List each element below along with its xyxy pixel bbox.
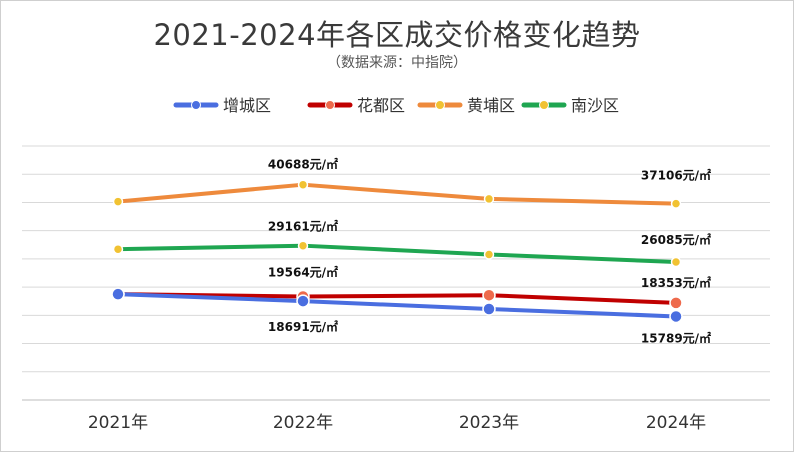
legend-marker — [539, 100, 549, 110]
data-label: 29161元/㎡ — [268, 219, 338, 234]
legend-marker — [435, 100, 445, 110]
data-point — [669, 309, 683, 324]
x-tick-label: 2021年 — [88, 413, 148, 433]
data-label: 37106元/㎡ — [641, 168, 711, 183]
legend-label-花都区: 花都区 — [357, 96, 405, 115]
x-tick-label: 2023年 — [459, 413, 519, 433]
data-label: 15789元/㎡ — [641, 330, 711, 345]
legend-marker — [325, 100, 335, 110]
data-point — [112, 196, 124, 207]
data-label: 40688元/㎡ — [268, 157, 338, 172]
data-point — [482, 288, 496, 302]
x-tick-label: 2022年 — [273, 413, 333, 433]
data-label: 18353元/㎡ — [641, 275, 711, 290]
data-point — [669, 296, 683, 310]
data-point — [297, 179, 309, 190]
data-point — [111, 287, 125, 301]
legend-marker — [191, 100, 201, 110]
data-point — [296, 294, 310, 308]
series-markers — [111, 179, 683, 324]
data-point — [297, 240, 309, 251]
series-line-增城区 — [116, 292, 678, 319]
data-point — [482, 302, 496, 316]
x-tick-label: 2024年 — [646, 413, 706, 433]
legend-label-黄埔区: 黄埔区 — [467, 96, 515, 115]
data-point — [483, 249, 495, 260]
data-label: 19564元/㎡ — [268, 264, 338, 279]
series-lines — [116, 182, 678, 319]
chart-title: 2021-2024年各区成交价格变化趋势 — [153, 18, 641, 52]
data-point — [670, 256, 682, 268]
data-label: 18691元/㎡ — [268, 319, 338, 334]
data-point — [670, 198, 682, 209]
gridlines — [22, 145, 770, 401]
x-axis-ticks: 2021年 2022年 2023年 2024年 — [88, 413, 706, 433]
series-line-南沙区 — [116, 243, 678, 264]
legend-label-南沙区: 南沙区 — [571, 96, 619, 115]
data-point — [112, 243, 124, 255]
series-line-花都区 — [116, 292, 678, 305]
chart-subtitle: （数据来源：中指院） — [327, 55, 467, 71]
data-point — [483, 193, 495, 205]
legend-label-增城区: 增城区 — [223, 96, 271, 115]
data-label: 26085元/㎡ — [641, 232, 711, 247]
legend: 增城区 花都区 黄埔区 南沙区 — [173, 96, 619, 115]
data-labels: 40688元/㎡ 37106元/㎡ 29161元/㎡ 26085元/㎡ 19564元/㎡… — [268, 157, 711, 346]
series-line-黄埔区 — [116, 182, 678, 206]
